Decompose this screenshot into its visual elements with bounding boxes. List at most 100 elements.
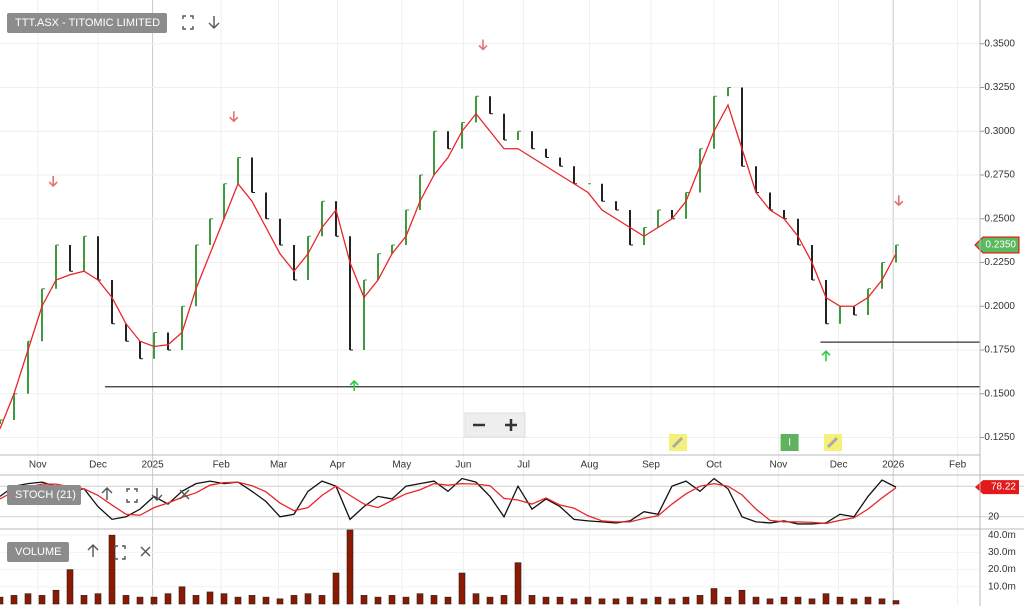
x-tick-label: Dec — [830, 460, 848, 471]
volume-bar — [136, 596, 144, 605]
volume-bar — [80, 595, 88, 605]
y-tick-label: 10.0m — [988, 581, 1016, 592]
volume-bar — [164, 593, 172, 605]
panel-title-box — [7, 542, 69, 562]
volume-bar — [402, 596, 410, 605]
volume-bar — [388, 595, 396, 605]
x-tick-label: Mar — [270, 460, 288, 471]
volume-bar — [304, 593, 312, 605]
volume-bar — [752, 596, 760, 605]
x-tick-label: May — [392, 460, 411, 471]
volume-bar — [360, 595, 368, 605]
x-tick-label: Dec — [89, 460, 107, 471]
x-tick-label: Jul — [517, 460, 530, 471]
y-tick-label: 30.0m — [988, 547, 1016, 558]
buy-signal — [349, 379, 359, 391]
volume-bar — [220, 593, 228, 605]
expand-icon[interactable] — [126, 488, 138, 503]
expand-icon[interactable] — [182, 15, 194, 30]
x-tick-label: 2025 — [141, 460, 164, 471]
volume-bar — [150, 596, 158, 605]
volume-bar — [458, 572, 466, 605]
x-tick-label: Oct — [706, 460, 722, 471]
last-value-label: 78.22 — [991, 482, 1016, 493]
x-tick-label: Jun — [455, 460, 471, 471]
drawing-note[interactable] — [669, 434, 687, 451]
volume-bar — [178, 586, 186, 605]
y-tick-label: 0.2750 — [984, 170, 1015, 181]
volume-bar — [24, 593, 32, 605]
event-marker — [780, 434, 799, 451]
volume-bar — [430, 595, 438, 605]
y-tick-label: 0.1500 — [984, 388, 1015, 399]
zoom-in[interactable] — [505, 419, 517, 431]
close-icon[interactable] — [179, 489, 190, 500]
volume-bar — [696, 595, 704, 605]
y-tick-label: 0.3250 — [984, 82, 1015, 93]
zoom-controls — [464, 412, 526, 438]
move-down-icon[interactable] — [151, 488, 163, 501]
expand-icon[interactable] — [114, 545, 126, 560]
volume-bar — [192, 595, 200, 605]
volume-bar — [444, 596, 452, 605]
x-tick-label: Feb — [213, 460, 231, 471]
volume-bar — [0, 596, 4, 605]
chart-title: TTT.ASX - TITOMIC LIMITED — [15, 17, 160, 29]
x-tick-label: 2026 — [882, 460, 905, 471]
volume-bar — [822, 593, 830, 605]
move-up-icon[interactable] — [87, 544, 99, 557]
x-tick-label: Aug — [581, 460, 599, 471]
volume-bar — [836, 596, 844, 605]
down-icon[interactable] — [208, 16, 220, 29]
last-price-tag — [974, 236, 1020, 254]
y-tick-label: 20 — [988, 511, 1000, 522]
y-tick-label: 0.3500 — [984, 38, 1015, 49]
move-up-icon[interactable] — [101, 487, 113, 500]
volume-bar — [514, 562, 522, 605]
volume-bar — [892, 600, 900, 605]
close-icon[interactable] — [140, 546, 151, 557]
volume-bar — [850, 598, 858, 605]
volume-bar — [570, 598, 578, 605]
sell-signal — [48, 176, 58, 188]
volume-bar — [654, 596, 662, 605]
y-tick-label: 0.3000 — [984, 126, 1015, 137]
x-tick-label: Sep — [642, 460, 660, 471]
x-tick-label: Nov — [29, 460, 47, 471]
volume-bar — [472, 593, 480, 605]
volume-bar — [766, 598, 774, 605]
volume-bar — [276, 598, 284, 605]
y-tick-label: 0.2500 — [984, 213, 1015, 224]
volume-bar — [262, 596, 270, 605]
volume-bar — [724, 596, 732, 605]
volume-bar — [640, 598, 648, 605]
volume-bar — [416, 593, 424, 605]
x-tick-label: Apr — [330, 460, 346, 471]
volume-bar — [738, 589, 746, 605]
series-line — [0, 477, 897, 525]
x-tick-label: Nov — [770, 460, 788, 471]
series-line — [0, 481, 897, 525]
volume-bar — [122, 595, 130, 605]
volume-bar — [248, 595, 256, 605]
volume-bar — [10, 595, 18, 605]
sell-signal — [894, 195, 904, 207]
volume-bar — [542, 596, 550, 605]
volume-bar — [682, 596, 690, 605]
volume-bar — [346, 529, 354, 605]
drawing-note[interactable] — [824, 434, 842, 451]
x-tick-label: Feb — [949, 460, 967, 471]
volume-bar — [780, 596, 788, 605]
volume-bar — [318, 595, 326, 605]
volume-bar — [108, 534, 116, 605]
y-tick-label: 0.1750 — [984, 345, 1015, 356]
volume-bar — [864, 596, 872, 605]
last-value-tag — [975, 480, 1019, 495]
sell-signal — [229, 111, 239, 123]
y-tick-label: 20.0m — [988, 564, 1016, 575]
last-price-label: 0.2350 — [985, 240, 1016, 251]
